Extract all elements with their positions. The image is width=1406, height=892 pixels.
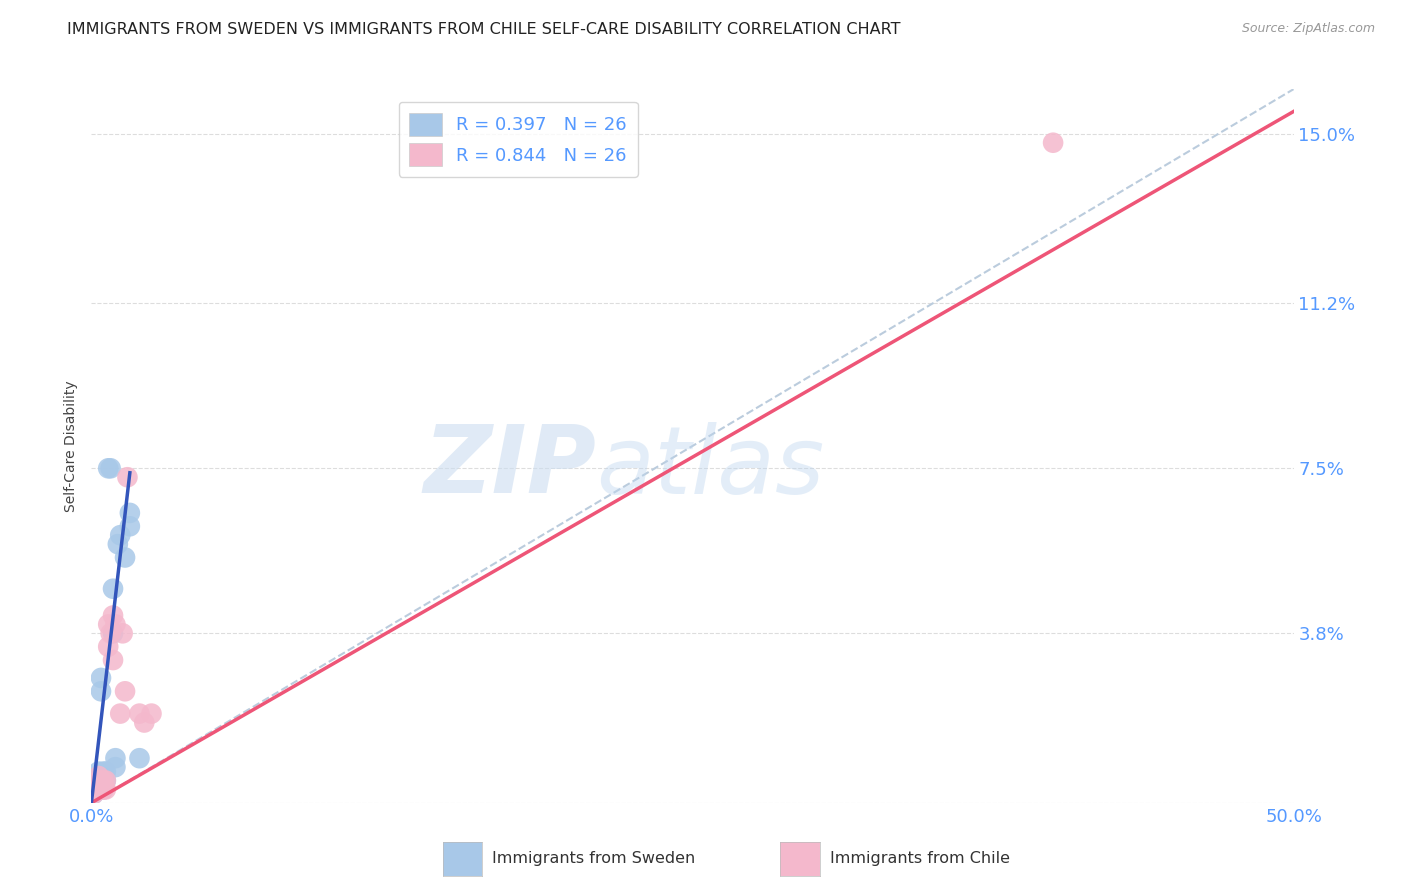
Text: Source: ZipAtlas.com: Source: ZipAtlas.com	[1241, 22, 1375, 36]
Point	[84, 778, 107, 792]
Point	[83, 787, 105, 801]
Y-axis label: Self-Care Disability: Self-Care Disability	[65, 380, 79, 512]
Point	[101, 608, 124, 623]
Point	[110, 528, 132, 542]
Point	[90, 782, 112, 797]
Point	[90, 773, 112, 788]
Point	[97, 640, 120, 654]
Point	[93, 782, 115, 797]
Point	[84, 782, 107, 797]
Point	[107, 537, 129, 551]
Point	[87, 782, 110, 797]
Point	[101, 626, 124, 640]
Point	[87, 782, 110, 797]
Point	[118, 519, 141, 533]
Point	[100, 626, 122, 640]
Point	[84, 778, 107, 792]
Point	[97, 461, 120, 475]
Point	[84, 773, 107, 788]
Point	[94, 773, 117, 788]
Point	[111, 626, 134, 640]
Point	[87, 764, 110, 779]
Text: IMMIGRANTS FROM SWEDEN VS IMMIGRANTS FROM CHILE SELF-CARE DISABILITY CORRELATION: IMMIGRANTS FROM SWEDEN VS IMMIGRANTS FRO…	[67, 22, 901, 37]
Text: atlas: atlas	[596, 422, 824, 513]
Point	[93, 773, 115, 788]
Point	[87, 773, 110, 788]
Point	[90, 684, 112, 698]
Point	[93, 764, 115, 779]
Legend: R = 0.397   N = 26, R = 0.844   N = 26: R = 0.397 N = 26, R = 0.844 N = 26	[398, 102, 638, 178]
Point	[110, 706, 132, 721]
Point	[118, 506, 141, 520]
Point	[90, 671, 112, 685]
Point	[93, 782, 115, 797]
Text: Immigrants from Chile: Immigrants from Chile	[830, 852, 1010, 866]
Point	[93, 773, 115, 788]
Point	[104, 617, 127, 632]
Point	[84, 782, 107, 797]
Point	[104, 760, 127, 774]
Point	[94, 773, 117, 788]
Point	[141, 706, 163, 721]
Point	[87, 769, 110, 783]
Text: ZIP: ZIP	[423, 421, 596, 514]
Point	[101, 653, 124, 667]
Point	[87, 773, 110, 788]
Point	[94, 764, 117, 779]
Point	[114, 550, 136, 565]
Point	[117, 470, 139, 484]
Point	[134, 715, 156, 730]
Point	[128, 706, 150, 721]
Text: Immigrants from Sweden: Immigrants from Sweden	[492, 852, 696, 866]
Point	[128, 751, 150, 765]
Point	[83, 787, 105, 801]
Point	[1042, 136, 1064, 150]
Point	[104, 751, 127, 765]
Point	[101, 582, 124, 596]
Point	[94, 782, 117, 797]
Point	[100, 461, 122, 475]
Point	[114, 684, 136, 698]
Point	[97, 617, 120, 632]
